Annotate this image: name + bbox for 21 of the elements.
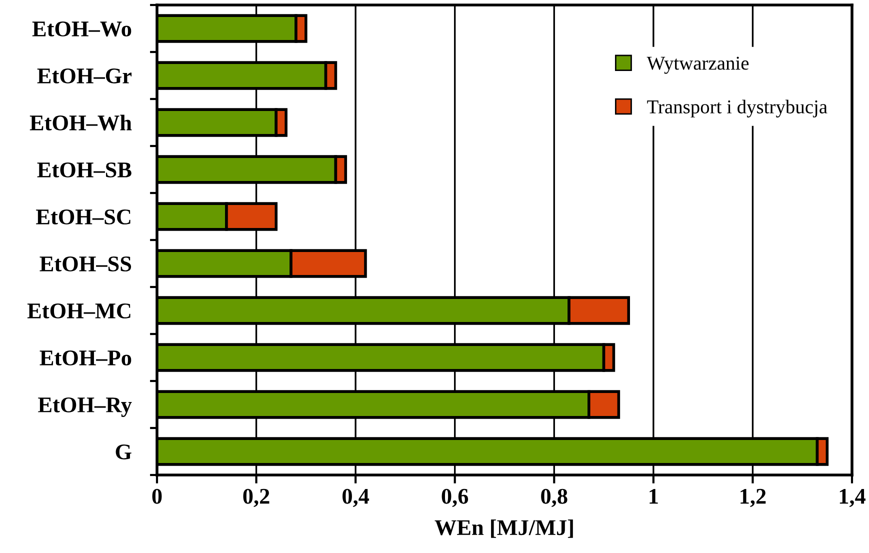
y-tick-label: EtOH–Gr	[37, 68, 132, 84]
x-tick-label: 0,6	[442, 488, 468, 508]
x-axis-title: WEn [MJ/MJ]	[434, 519, 573, 538]
x-tick-label: 1,4	[840, 488, 866, 508]
x-tick-label: 0,2	[243, 488, 270, 508]
legend-label: Transport i dystrybucja	[647, 100, 828, 118]
y-tick-label: EtOH–MC	[27, 303, 130, 318]
y-tick-label: EtOH–Po	[40, 350, 132, 366]
x-tick-label: 1	[650, 488, 658, 504]
y-tick-label: EtOH–Ry	[38, 397, 132, 417]
x-tick-label: 0	[152, 488, 162, 504]
legend-label: Wytwarzanie	[646, 56, 749, 74]
x-tick-label: 0,4	[342, 488, 370, 508]
y-tick-label: G	[116, 444, 132, 460]
y-tick-label: EtOH–SB	[37, 162, 132, 178]
x-tick-label: 1,2	[740, 488, 766, 508]
x-tick-label: 0,8	[541, 488, 568, 508]
y-tick-label: EtOH–Wo	[32, 21, 132, 37]
y-tick-label: EtOH–SC	[36, 209, 130, 224]
y-tick-label: EtOH–SS	[40, 256, 132, 272]
y-tick-label: EtOH–Wh	[30, 114, 132, 131]
